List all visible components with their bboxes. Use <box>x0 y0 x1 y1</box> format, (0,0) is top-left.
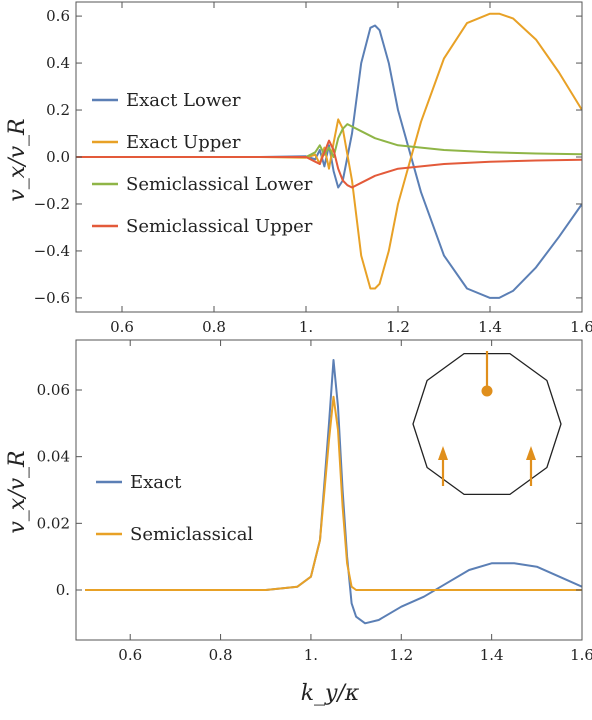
y-tick-label: 0. <box>56 581 70 599</box>
y-tick-label: 0.0 <box>46 148 70 166</box>
series-line-1-1 <box>85 395 582 591</box>
x-tick-label: 0.6 <box>118 646 142 664</box>
y-tick-label: 0.2 <box>46 101 70 119</box>
x-tick-label: 1. <box>299 318 313 336</box>
legend-label: Semiclassical Upper <box>126 216 313 237</box>
x-tick-label: 1.4 <box>478 318 502 336</box>
legend-label: Exact Lower <box>126 90 241 111</box>
top-panel: 0.6 0.8 1. 1.2 1.4 1.6 −0.6 −0.4 −0.2 0.0 0.2 0.4 0.… <box>5 1 592 336</box>
x-tick-label: 1.2 <box>386 318 410 336</box>
bottom-x-axis-label: k_y/κ <box>301 681 360 706</box>
x-tick-label: 0.8 <box>202 318 226 336</box>
series-line-0-2 <box>76 123 582 158</box>
inset-dot-marker <box>481 385 493 397</box>
bottom-axis-ticks: 0.6 0.8 1. 1.2 1.4 1.6 0. 0.02 0.04 0.06 <box>37 340 592 664</box>
y-tick-label: −0.6 <box>34 289 70 307</box>
x-tick-label: 1.6 <box>570 318 592 336</box>
top-series-lines <box>76 12 582 299</box>
y-tick-label: 0.04 <box>37 448 70 466</box>
y-tick-label: 0.02 <box>37 514 70 532</box>
bottom-y-axis-label: v_x/v_R <box>5 450 30 533</box>
inset-decagon-diagram <box>412 351 562 496</box>
legend-label: Semiclassical <box>130 524 253 545</box>
y-tick-label: 0.06 <box>37 381 70 399</box>
top-legend: Exact Lower Exact Upper Semiclassical Lowe… <box>92 90 313 237</box>
bottom-legend: Exact Semiclassical <box>96 472 253 545</box>
legend-label: Semiclassical Lower <box>126 174 313 195</box>
series-line-0-0 <box>76 24 582 299</box>
y-tick-label: −0.2 <box>34 195 70 213</box>
top-y-axis-label: v_x/v_R <box>5 118 30 201</box>
top-axis-ticks: 0.6 0.8 1. 1.2 1.4 1.6 −0.6 −0.4 −0.2 0.0 0.2 0.4 0.… <box>34 2 592 336</box>
bottom-panel: 0.6 0.8 1. 1.2 1.4 1.60.0.020.040.06 v_x/v_R … <box>5 339 592 706</box>
x-tick-label: 0.6 <box>110 318 134 336</box>
y-tick-label: 0.4 <box>46 54 70 72</box>
inset-arrow-head <box>526 446 536 460</box>
y-tick-label: 0.6 <box>46 7 70 25</box>
x-tick-label: 1.2 <box>389 646 413 664</box>
bottom-series-lines <box>85 359 582 625</box>
inset-arrow-head <box>438 446 448 460</box>
series-line-0-3 <box>76 139 582 189</box>
x-tick-label: 1.4 <box>480 646 504 664</box>
decagon-outline <box>412 352 562 496</box>
y-tick-label: −0.4 <box>34 242 70 260</box>
bottom-plot-frame <box>75 339 583 641</box>
legend-label: Exact Upper <box>126 132 241 153</box>
x-tick-label: 1. <box>304 646 318 664</box>
legend-label: Exact <box>130 472 182 493</box>
x-tick-label: 1.6 <box>570 646 592 664</box>
x-tick-label: 0.8 <box>209 646 233 664</box>
